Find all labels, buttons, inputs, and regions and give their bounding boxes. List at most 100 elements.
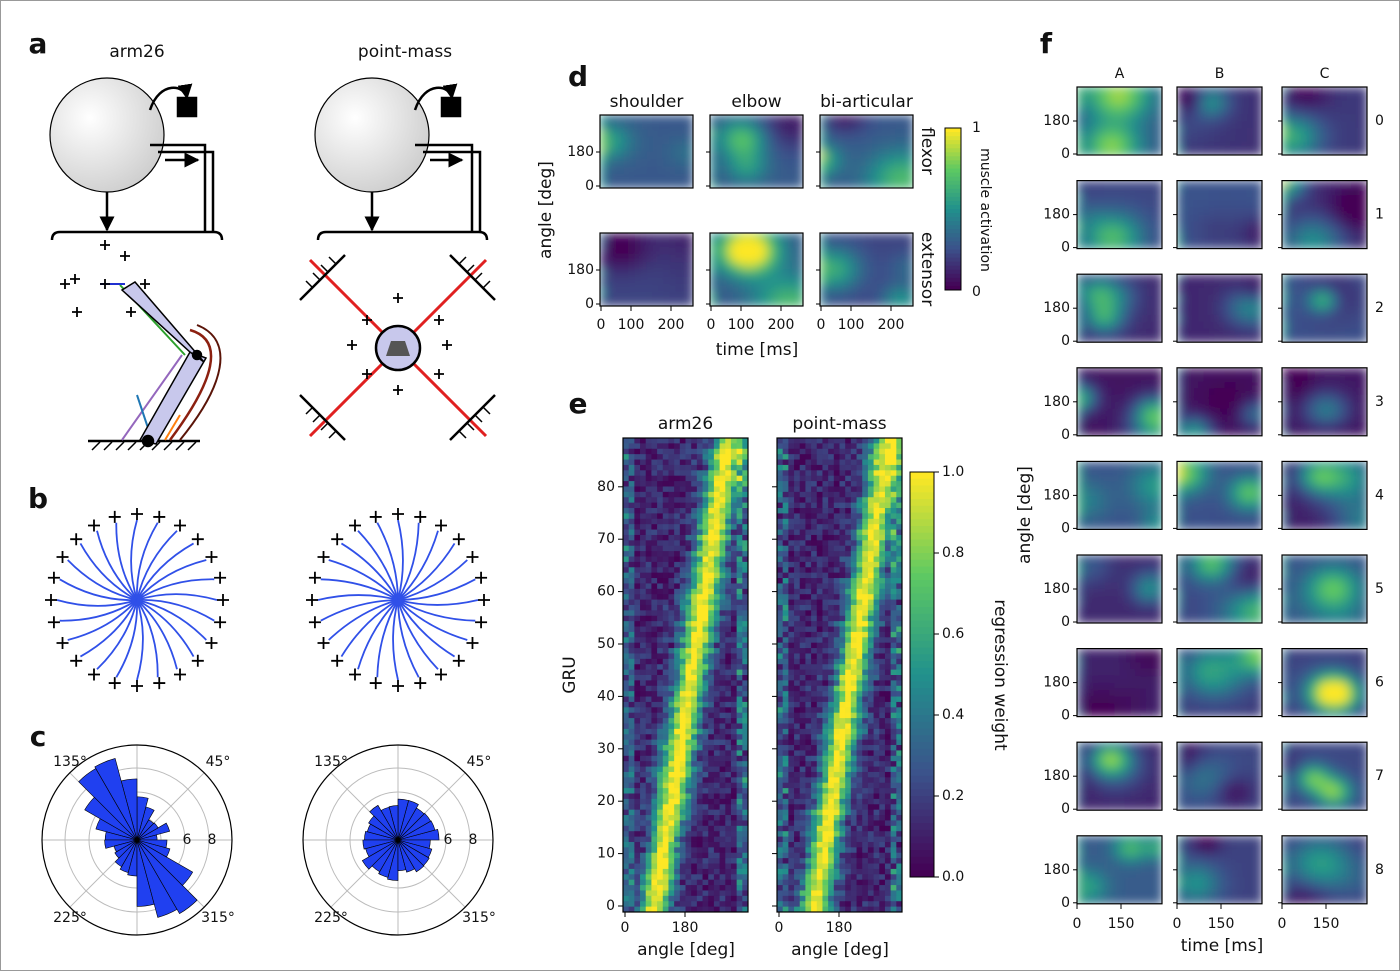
heatmap-cell	[697, 686, 703, 692]
heatmap-cell	[617, 130, 623, 138]
heatmap-cell	[857, 616, 863, 622]
heatmap-cell	[826, 240, 832, 248]
heatmap-cell	[731, 815, 737, 821]
heatmap-cell	[817, 438, 823, 444]
heatmap-cell	[805, 740, 811, 746]
heatmap-cell	[691, 697, 697, 703]
heatmap-cell	[834, 794, 840, 800]
heatmap-cell	[703, 702, 709, 708]
heatmap-cell	[697, 869, 703, 875]
heatmap-cell	[640, 820, 646, 826]
heatmap-cell	[640, 513, 646, 519]
heatmap-cell	[834, 476, 840, 482]
heatmap-cell	[822, 783, 828, 789]
heatmap-cell	[600, 166, 606, 174]
heatmap-cell	[822, 465, 828, 471]
heatmap-cell	[716, 166, 722, 174]
heatmap-cell	[885, 815, 891, 821]
heatmap-cell	[668, 750, 674, 756]
heatmap-cell	[811, 465, 817, 471]
heatmap-cell	[745, 152, 751, 160]
heatmap-cell	[722, 166, 728, 174]
heatmap-cell	[811, 675, 817, 681]
heatmap-cell	[623, 173, 629, 181]
heatmap-cell	[788, 740, 794, 746]
heatmap-cell	[822, 767, 828, 773]
heatmap-cell	[891, 503, 897, 509]
heatmap-cell	[657, 901, 663, 907]
heatmap-cell	[788, 573, 794, 579]
heatmap-cell	[794, 675, 800, 681]
heatmap-cell	[885, 745, 891, 751]
heatmap-cell	[680, 901, 686, 907]
heatmap-cell	[676, 291, 682, 299]
heatmap-cell	[879, 670, 885, 676]
heatmap-cell	[629, 159, 635, 167]
heatmap-cell	[783, 837, 789, 843]
heatmap-cell	[879, 524, 885, 530]
heatmap-cell	[640, 616, 646, 622]
trajectory	[131, 520, 137, 600]
heatmap-cell	[828, 847, 834, 853]
heatmap-cell	[788, 616, 794, 622]
heatmap-cell	[862, 583, 868, 589]
heatmap-cell	[874, 551, 880, 557]
heatmap-cell	[720, 686, 726, 692]
heatmap-cell	[657, 519, 663, 525]
heatmap-cell	[822, 799, 828, 805]
heatmap-cell	[805, 820, 811, 826]
heatmap-cell	[817, 578, 823, 584]
heatmap-cell	[640, 767, 646, 773]
heatmap-cell	[794, 567, 800, 573]
heatmap-cell	[843, 233, 849, 241]
heatmap-cell	[800, 804, 806, 810]
heatmap-cell	[629, 664, 635, 670]
heatmap-cell	[623, 152, 629, 160]
heatmap-cell	[817, 627, 823, 633]
heatmap-cell	[826, 284, 832, 292]
heatmap-cell	[834, 659, 840, 665]
heatmap-cell	[805, 497, 811, 503]
heatmap-cell	[843, 122, 849, 130]
heatmap-cell	[623, 702, 629, 708]
heatmap-cell	[703, 600, 709, 606]
heatmap-cell	[663, 896, 669, 902]
heatmap-cell	[725, 546, 731, 552]
heatmap-cell	[826, 173, 832, 181]
heatmap-cell	[867, 277, 873, 285]
heatmap-cell	[708, 874, 714, 880]
heatmap-cell	[651, 605, 657, 611]
heatmap-cell	[680, 750, 686, 756]
heatmap-cell	[834, 481, 840, 487]
heatmap-cell	[697, 605, 703, 611]
heatmap-cell	[862, 777, 868, 783]
heatmap-cell	[862, 578, 868, 584]
heatmap-cell	[786, 115, 792, 123]
heatmap-cell	[855, 130, 861, 138]
heatmap-cell	[703, 750, 709, 756]
heatmap-cell	[663, 831, 669, 837]
heatmap-cell	[640, 890, 646, 896]
target	[57, 551, 69, 563]
heatmap-cell	[691, 777, 697, 783]
heatmap-cell	[768, 152, 774, 160]
heatmap-cell	[885, 632, 891, 638]
heatmap-cell	[708, 777, 714, 783]
heatmap-cell	[697, 750, 703, 756]
heatmap-cell	[651, 837, 657, 843]
heatmap-cell	[851, 621, 857, 627]
y-tick-label: 180	[567, 144, 594, 160]
heatmap-cell	[777, 729, 783, 735]
heatmap-cell	[794, 621, 800, 627]
heatmap-cell	[822, 567, 828, 573]
target	[453, 655, 465, 667]
heatmap-cell	[658, 291, 664, 299]
heatmap-cell	[745, 115, 751, 123]
heatmap-cell	[716, 130, 722, 138]
heatmap-cell	[657, 589, 663, 595]
heatmap-cell	[651, 697, 657, 703]
heatmap-cell	[623, 804, 629, 810]
heatmap-cell	[634, 794, 640, 800]
heatmap-cell	[708, 605, 714, 611]
heatmap-cell	[663, 460, 669, 466]
